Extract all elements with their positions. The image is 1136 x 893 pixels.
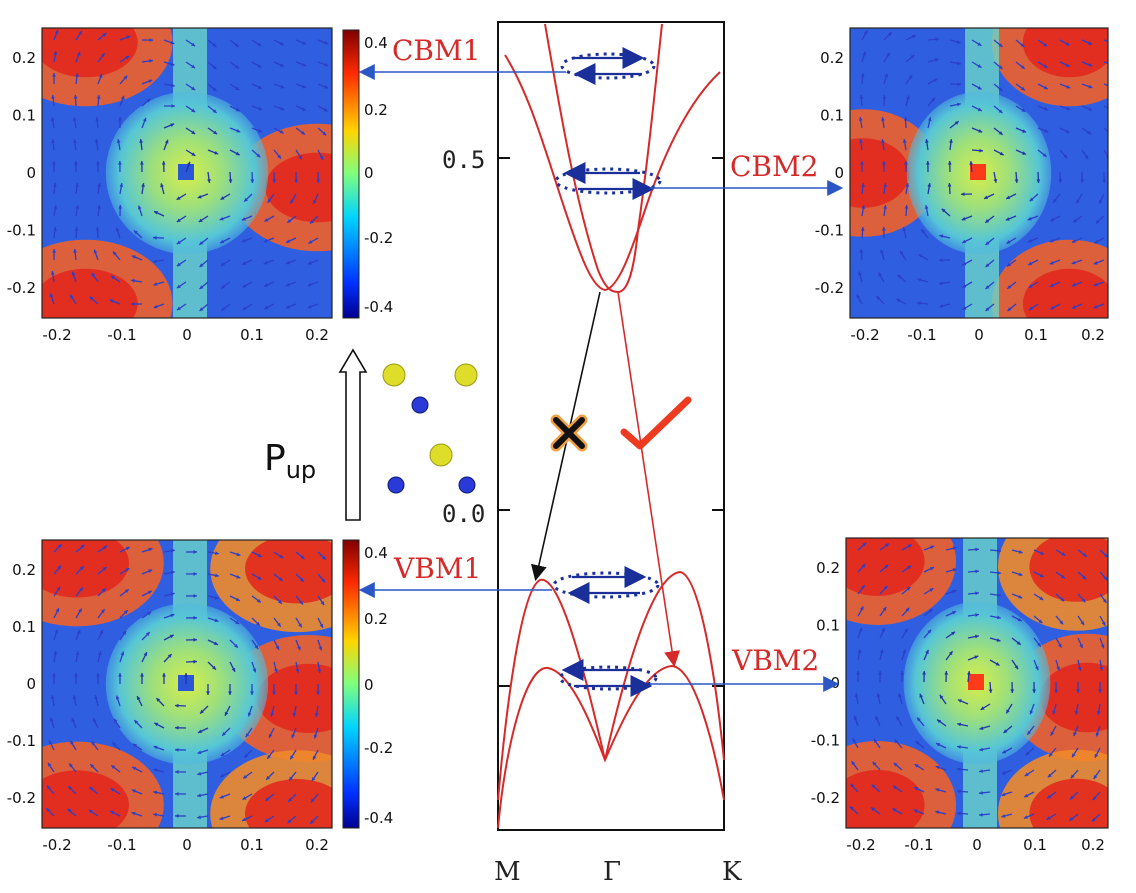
cbm1-label: CBM1	[392, 34, 480, 67]
vbm1-label: VBM1	[393, 552, 481, 585]
spin-map-y-tick: -0.2	[7, 789, 36, 807]
spin-map-x-tick: 0.2	[305, 836, 329, 854]
spin-map-y-tick: 0.1	[820, 107, 844, 125]
spin-map-y-tick: -0.1	[811, 732, 840, 750]
spin-map-x-tick: -0.1	[107, 326, 136, 344]
spin-map-y-tick: 0.1	[12, 107, 36, 125]
spin-map-y-tick: 0.1	[816, 617, 840, 635]
spin-map-vbm2: -0.2 -0.1 0 0.1 0.2 0.2 0.1 0 -0.1 -0.2	[799, 497, 1136, 877]
spin-map-x-tick: 0	[182, 326, 192, 344]
colorbar-tick: -0.2	[364, 229, 393, 247]
band-x-tick-Gamma: Γ	[603, 857, 621, 887]
spin-map-y-tick: 0.2	[12, 561, 36, 579]
colorbar-tick: 0.2	[364, 101, 388, 119]
spin-map-y-tick: -0.2	[815, 279, 844, 297]
spin-map-y-tick: 0	[26, 164, 36, 182]
spin-map-x-tick: 0.1	[1024, 326, 1048, 344]
band-x-tick-M: M	[494, 857, 521, 887]
colorbar-tick: -0.4	[364, 809, 393, 827]
colorbar-bottom: 0.4 0.2 0 -0.2 -0.4	[343, 540, 393, 828]
colorbar-tick: 0	[364, 164, 374, 182]
spin-map-x-tick: 0.1	[240, 836, 264, 854]
polarization-label: Pup	[264, 438, 316, 484]
colorbar-tick: 0.2	[364, 610, 388, 628]
spin-map-x-tick: -0.1	[907, 326, 936, 344]
spin-map-x-tick: -0.2	[850, 326, 879, 344]
spin-map-y-tick: -0.2	[811, 789, 840, 807]
colorbar-tick: -0.4	[364, 298, 393, 316]
spin-map-y-tick: 0.2	[820, 49, 844, 67]
spin-map-x-tick: 0	[972, 836, 982, 854]
spin-map-y-tick: -0.1	[7, 732, 36, 750]
band-frame	[498, 22, 724, 830]
spin-map-x-tick: -0.2	[846, 836, 875, 854]
band-structure-plot: 0.5 0.0 M Γ K	[442, 22, 742, 887]
spin-map-x-tick: 0.2	[1081, 326, 1105, 344]
spin-map-y-tick: 0.2	[12, 49, 36, 67]
spin-map-y-tick: 0	[830, 674, 840, 692]
spin-map-x-tick: -0.1	[904, 836, 933, 854]
spin-map-cbm2: -0.2 -0.1 0 0.1 0.2 0.2 0.1 0 -0.1 -0.2	[786, 0, 1136, 367]
colorbar-tick: 0.4	[364, 544, 388, 562]
spin-map-x-tick: -0.1	[107, 836, 136, 854]
vbm2-label: VBM2	[731, 644, 819, 677]
colorbar-tick: 0.4	[364, 34, 388, 52]
spin-map-y-tick: 0.2	[816, 559, 840, 577]
cbm2-label: CBM2	[730, 150, 818, 183]
spin-map-y-tick: -0.2	[7, 279, 36, 297]
spin-map-x-tick: 0.2	[305, 326, 329, 344]
band-y-tick: 0.5	[442, 146, 485, 174]
spin-map-y-tick: -0.1	[7, 222, 36, 240]
spin-map-y-tick: 0	[834, 164, 844, 182]
spin-map-x-tick: 0	[974, 326, 984, 344]
spin-map-x-tick: 0.1	[240, 326, 264, 344]
spin-map-x-tick: -0.2	[42, 326, 71, 344]
spin-map-y-tick: 0.1	[12, 618, 36, 636]
spin-map-y-tick: 0	[26, 675, 36, 693]
colorbar-tick: 0	[364, 676, 374, 694]
spin-map-x-tick: 0.1	[1023, 836, 1047, 854]
colorbar-top: 0.4 0.2 0 -0.2 -0.4	[343, 30, 393, 318]
polarization-arrow	[340, 350, 366, 520]
atomic-structure	[383, 364, 477, 493]
band-y-tick: 0.0	[442, 500, 485, 528]
band-x-tick-K: K	[722, 857, 742, 887]
spin-map-vbm1: -0.2 -0.1 0 0.1 0.2 0.2 0.1 0 -0.1 -0.2	[0, 500, 396, 877]
spin-map-x-tick: 0.2	[1081, 836, 1105, 854]
spin-map-x-tick: 0	[182, 836, 192, 854]
colorbar-tick: -0.2	[364, 739, 393, 757]
spin-map-y-tick: -0.1	[815, 222, 844, 240]
spin-map-x-tick: -0.2	[42, 836, 71, 854]
